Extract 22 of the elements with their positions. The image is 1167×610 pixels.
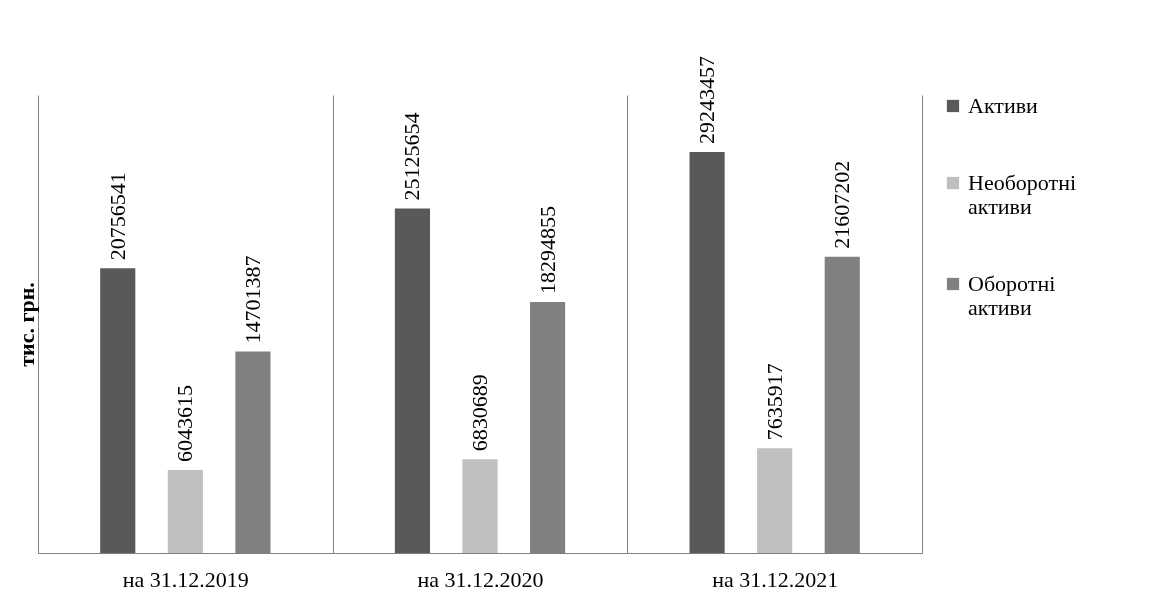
data-label: 6830689 [467,374,492,452]
x-tick-label: на 31.12.2020 [417,566,544,592]
data-label: 29243457 [694,55,720,144]
data-label: 21607202 [829,160,855,249]
data-label: 18294855 [534,206,560,295]
bar [462,459,498,553]
data-label: 14701387 [239,255,265,344]
bar [167,470,203,553]
bar [689,151,725,553]
data-label: 25125654 [399,112,425,201]
bar [394,208,430,553]
legend-label: Оборотні активи [968,271,1056,320]
bar [757,448,793,553]
data-label: 20756541 [104,172,130,261]
legend-label: Необоротні активи [968,170,1077,219]
data-label: 6043615 [172,385,198,463]
bar [100,268,136,553]
x-tick-label: на 31.12.2021 [712,566,839,592]
y-axis-title: тис. грн. [13,282,39,367]
legend-label: Активи [968,93,1039,118]
x-tick-label: на 31.12.2019 [122,566,249,592]
data-label: 7635917 [761,363,787,441]
